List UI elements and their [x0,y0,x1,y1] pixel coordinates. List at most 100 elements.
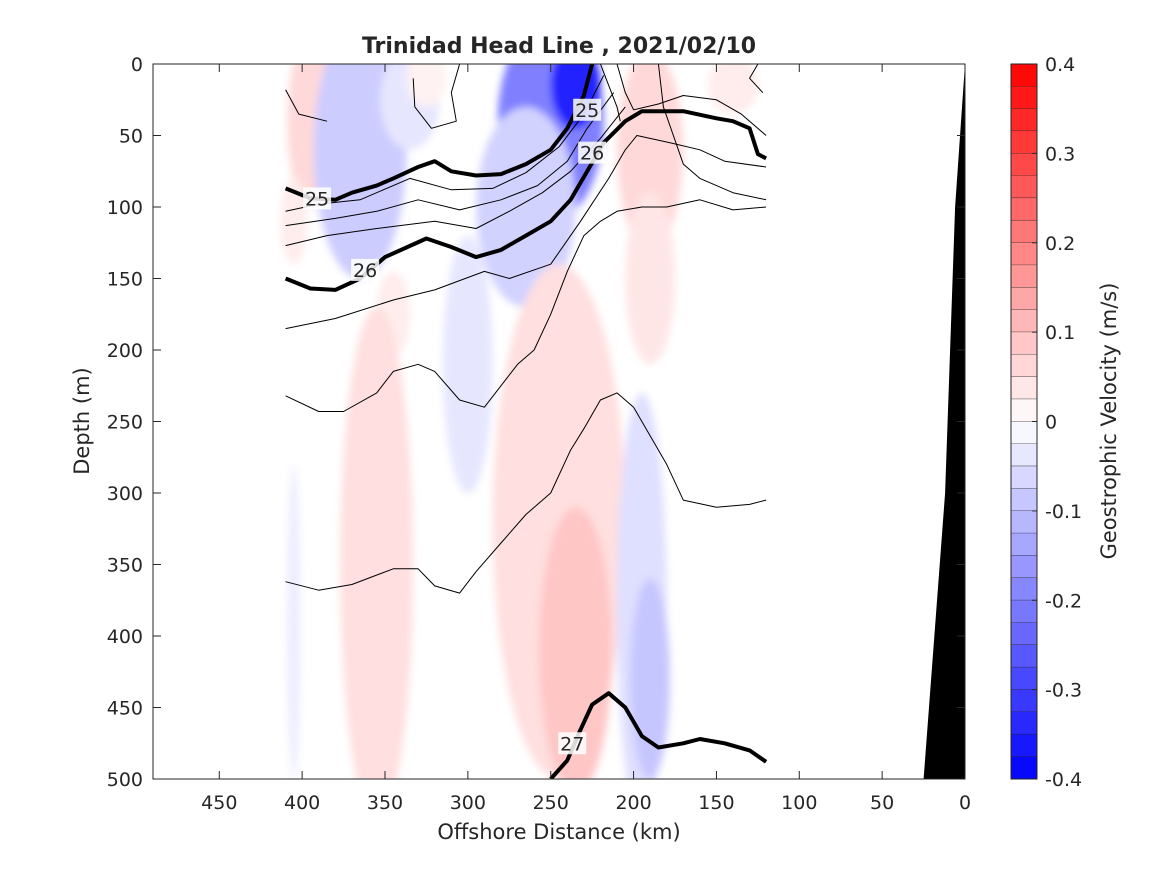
colorbar-segment [1011,399,1037,422]
colorbar-segment [1011,443,1037,467]
y-tick-label: 450 [107,698,143,720]
colorbar-segment [1011,309,1037,333]
y-tick-label: 250 [107,412,143,434]
colorbar-tick-label: -0.2 [1045,590,1082,612]
velocity-cell [630,578,671,779]
density-contour [616,64,767,136]
colorbar-segment [1011,376,1037,400]
colorbar-segment [1011,421,1037,445]
y-axis: 0 50 100 150 200 250 300 350 400 450 500 [107,54,965,791]
colorbar-segment [1011,510,1037,534]
colorbar-segment [1011,533,1037,557]
contour-label-bg [573,98,602,121]
contour-label: 26 [580,143,604,165]
x-tick-label: 300 [450,792,486,814]
colorbar-segment [1011,153,1037,177]
colorbar-segment [1011,198,1037,221]
colorbar-tick-label: 0 [1045,412,1057,434]
velocity-cell [280,178,308,265]
x-tick-label: 450 [201,792,237,814]
velocity-cell [313,64,407,279]
contour-label: 25 [305,188,329,210]
colorbar-segment [1011,64,1037,87]
colorbar-segment [1011,667,1037,691]
density-contour [285,392,767,594]
velocity-cell [708,64,758,115]
density-contour [749,64,764,93]
colorbar-label: Geostrophic Velocity (m/s) [1097,283,1121,560]
contour-label: 27 [560,733,584,755]
y-tick-label: 200 [107,340,143,362]
colorbar-segment [1011,711,1037,735]
colorbar-segment [1011,622,1037,646]
colorbar-segment [1011,287,1037,311]
colorbar-segment [1011,131,1037,154]
x-tick-label: 100 [781,792,817,814]
colorbar-tick-label: 0.1 [1045,322,1075,344]
bathymetry-seafloor [923,64,965,779]
y-tick-label: 100 [107,197,143,219]
density-contour [285,135,767,330]
colorbar-segment [1011,689,1037,713]
colorbar-segment [1011,466,1037,490]
x-tick-label: 150 [698,792,734,814]
colorbar-segment [1011,555,1037,579]
contour-label-bg [351,258,380,281]
x-tick-label: 0 [959,792,971,814]
colorbar-tick-label: 0.4 [1045,54,1075,76]
contour-label-bg [303,187,332,210]
colorbar-segment [1011,488,1037,512]
y-tick-label: 300 [107,483,143,505]
velocity-cell [476,106,576,308]
x-tick-label: 250 [533,792,569,814]
colorbar: 0.4 0.3 0.2 0.1 0 -0.1 -0.2 -0.3 -0.4 [1011,54,1082,791]
colorbar-segment [1011,734,1037,758]
contour-label-bg [558,732,587,755]
chart-title: Trinidad Head Line , 2021/02/10 [362,34,756,59]
density-contour [285,89,328,122]
colorbar-segment [1011,577,1037,601]
y-axis-label: Depth (m) [70,367,94,474]
y-tick-label: 400 [107,626,143,648]
velocity-cell [406,64,447,107]
x-tick-label: 400 [284,792,320,814]
y-tick-label: 500 [107,769,143,791]
colorbar-segment [1011,242,1037,266]
colorbar-tick-label: -0.1 [1045,501,1082,523]
colorbar-segment [1011,756,1037,780]
x-axis: 450 400 350 300 250 200 150 100 50 0 [201,64,971,814]
density-contour [412,64,461,129]
y-tick-label: 350 [107,555,143,577]
density-contour-major [284,64,595,202]
contour-label: 26 [353,260,377,282]
colorbar-segment [1011,265,1037,288]
contour-label-bg [578,141,607,164]
colorbar-segment [1011,175,1037,199]
colorbar-tick-label: -0.3 [1045,680,1082,702]
colorbar-tick-label: 0.3 [1045,143,1075,165]
x-tick-label: 50 [870,792,894,814]
velocity-field [280,64,758,779]
y-tick-label: 50 [119,126,143,148]
colorbar-segment [1011,644,1037,668]
colorbar-segment [1011,86,1037,110]
velocity-cell [539,507,613,779]
density-contour [285,92,615,227]
contour-label: 25 [575,100,599,122]
density-contour [285,75,605,212]
y-tick-label: 0 [131,54,143,76]
colorbar-segment [1011,354,1037,378]
colorbar-segment [1011,332,1037,355]
colorbar-frame [1010,63,1038,780]
velocity-cell [443,235,493,494]
contour-labels: 25 25 26 26 27 [303,98,607,755]
colorbar-tick-label: 0.2 [1045,233,1075,255]
x-axis-label: Offshore Distance (km) [437,820,680,844]
colorbar-segment [1011,220,1037,244]
plot-area: 25 25 26 26 27 [153,64,965,779]
x-tick-label: 350 [367,792,403,814]
colorbar-tick-label: -0.4 [1045,769,1082,791]
colorbar-segment [1011,108,1037,132]
colorbar-segment [1011,600,1037,624]
